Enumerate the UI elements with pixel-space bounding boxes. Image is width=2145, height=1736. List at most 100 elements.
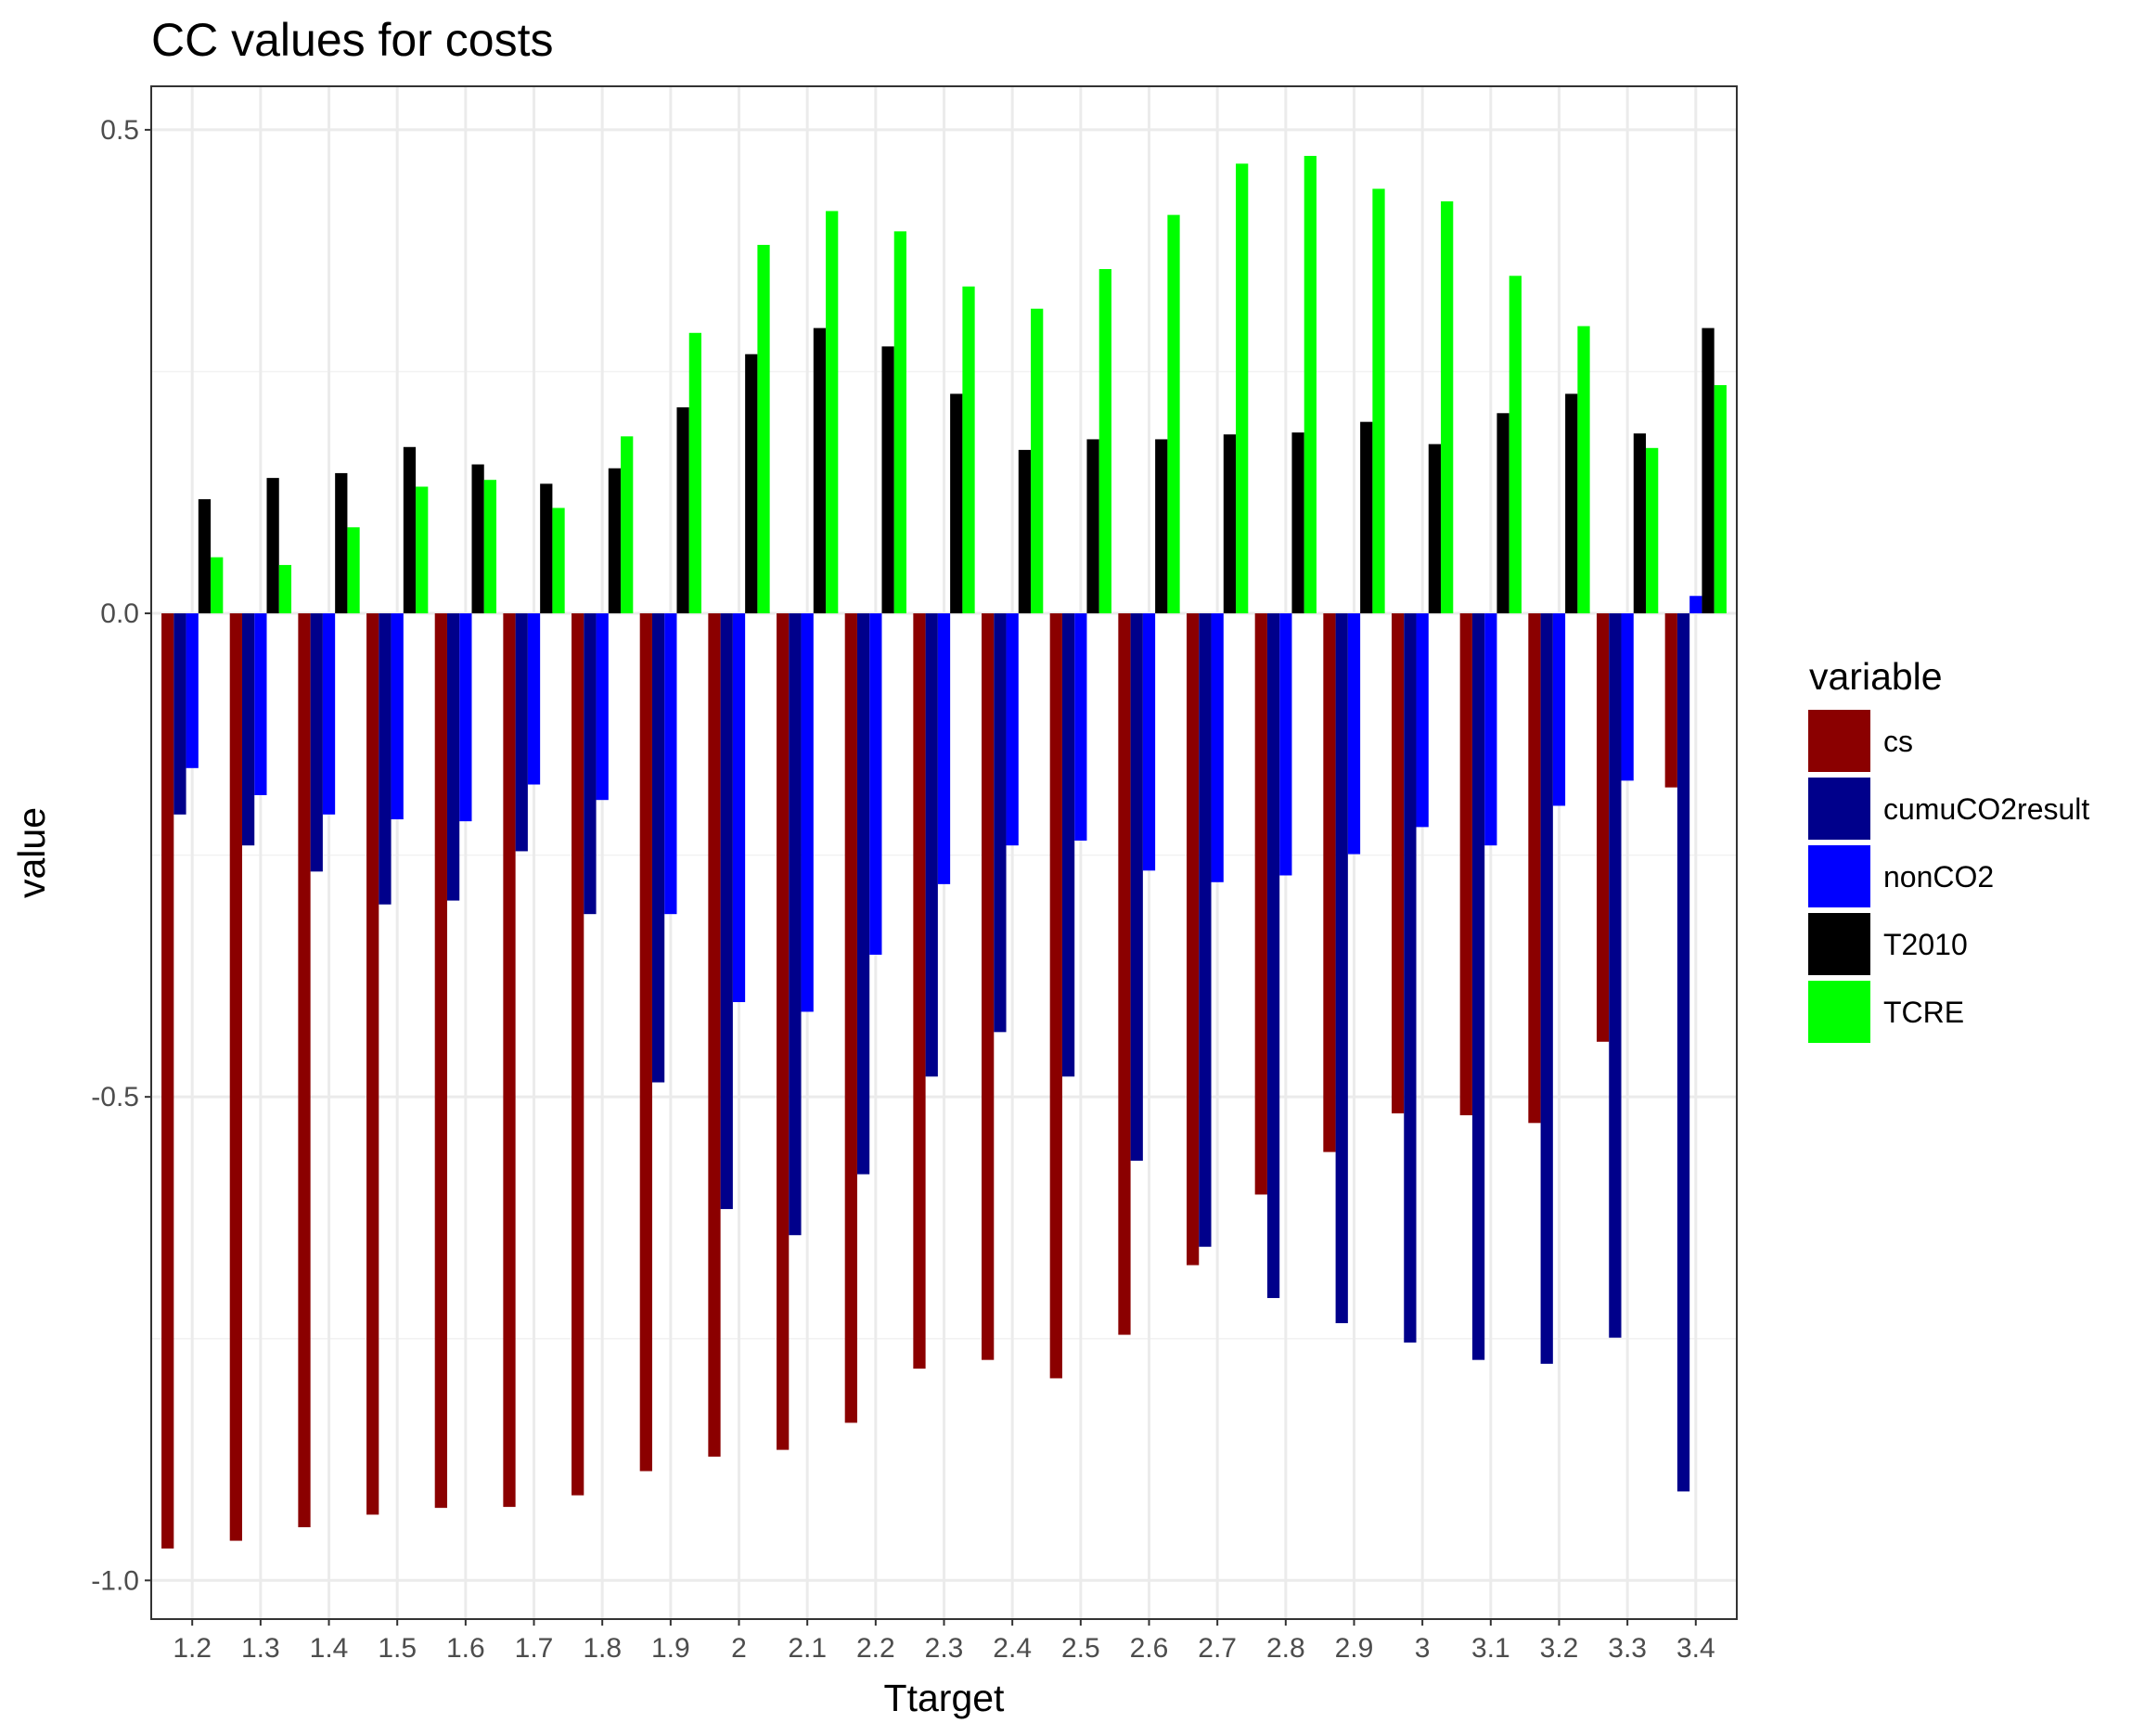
bar-TCRE-1.4 — [347, 527, 360, 614]
bar-nonCO2-3 — [1416, 613, 1429, 828]
bar-cs-2.2 — [844, 613, 857, 1423]
y-tick-label: 0.5 — [100, 115, 139, 146]
bar-T2010-2.8 — [1291, 432, 1304, 614]
legend-label-T2010: T2010 — [1883, 928, 1968, 961]
bar-nonCO2-1.9 — [664, 613, 677, 915]
bar-TCRE-1.7 — [552, 508, 565, 614]
x-tick-label: 1.4 — [310, 1633, 349, 1664]
bar-T2010-1.8 — [608, 468, 622, 614]
x-tick-label: 3 — [1415, 1633, 1431, 1664]
legend: variable cs cumuCO2result nonCO2 T2010 TCRE — [1808, 655, 2089, 1043]
bar-TCRE-1.5 — [416, 486, 429, 614]
bar-T2010-2.7 — [1223, 434, 1237, 614]
bar-cumuCO2result-2 — [720, 613, 733, 1210]
bar-TCRE-1.3 — [278, 564, 292, 614]
x-axis-title: Ttarget — [884, 1677, 1005, 1719]
bar-TCRE-2.3 — [962, 286, 975, 614]
y-tick-label: -1.0 — [91, 1565, 139, 1596]
bar-TCRE-2.5 — [1098, 268, 1111, 614]
legend-key-cs — [1808, 710, 1870, 772]
x-tick-label: 1.7 — [515, 1633, 554, 1664]
bar-T2010-2.6 — [1155, 439, 1168, 614]
bar-T2010-2.1 — [813, 328, 827, 614]
x-tick-label: 2.7 — [1198, 1633, 1237, 1664]
x-tick-label: 2.5 — [1061, 1633, 1100, 1664]
bar-nonCO2-2.9 — [1347, 613, 1361, 855]
bar-cumuCO2result-1.7 — [515, 613, 528, 852]
bar-nonCO2-2.3 — [937, 613, 951, 884]
bar-cs-3.3 — [1596, 613, 1610, 1042]
bar-T2010-3.2 — [1565, 393, 1578, 614]
x-tick-label: 2.3 — [925, 1633, 964, 1664]
x-tick-label: 2.1 — [788, 1633, 827, 1664]
bar-nonCO2-2.5 — [1074, 613, 1087, 841]
x-tick-label: 1.8 — [583, 1633, 622, 1664]
bar-cs-2 — [708, 613, 721, 1457]
chart-title: CC values for costs — [151, 14, 553, 66]
bar-T2010-2.9 — [1360, 421, 1373, 614]
bar-cumuCO2result-3.4 — [1676, 613, 1690, 1492]
bar-cs-2.3 — [913, 613, 926, 1370]
bar-T2010-1.3 — [266, 478, 279, 614]
bar-T2010-1.5 — [403, 446, 417, 614]
bar-T2010-3.4 — [1702, 328, 1715, 614]
bar-cs-3.4 — [1664, 613, 1677, 788]
bar-T2010-3 — [1428, 444, 1442, 614]
bar-TCRE-2.7 — [1236, 163, 1249, 614]
x-tick-label: 1.9 — [651, 1633, 690, 1664]
bar-nonCO2-2.7 — [1211, 613, 1224, 882]
legend-key-nonCO2 — [1808, 845, 1870, 907]
bar-TCRE-3.2 — [1577, 326, 1590, 614]
bar-TCRE-2.4 — [1031, 308, 1044, 614]
bar-nonCO2-2 — [732, 613, 746, 1003]
x-tick-label: 1.5 — [378, 1633, 417, 1664]
bar-TCRE-2 — [757, 244, 770, 614]
legend-label-cumuCO2result: cumuCO2result — [1883, 792, 2089, 826]
bar-T2010-2 — [745, 354, 758, 614]
bar-cumuCO2result-2.9 — [1335, 613, 1348, 1324]
bar-cumuCO2result-1.6 — [446, 613, 460, 901]
y-tick-label: -0.5 — [91, 1082, 139, 1112]
bar-nonCO2-1.4 — [322, 613, 336, 815]
bar-nonCO2-2.6 — [1142, 613, 1156, 871]
bar-cs-1.8 — [572, 613, 584, 1496]
x-tick-label: 2.4 — [993, 1633, 1032, 1664]
bar-cs-1.4 — [298, 613, 311, 1527]
bar-cumuCO2result-1.3 — [241, 613, 255, 846]
bar-nonCO2-1.7 — [527, 613, 541, 785]
x-tick-label: 3.1 — [1471, 1633, 1510, 1664]
bar-nonCO2-2.4 — [1006, 613, 1019, 846]
bar-TCRE-1.9 — [688, 332, 701, 614]
legend-key-T2010 — [1808, 913, 1870, 975]
bar-nonCO2-2.8 — [1279, 613, 1292, 876]
bar-cs-2.7 — [1187, 613, 1200, 1266]
bar-cs-1.2 — [161, 613, 174, 1549]
x-tick-label: 2 — [731, 1633, 747, 1664]
bar-T2010-1.7 — [540, 483, 553, 614]
bar-TCRE-3.4 — [1714, 385, 1727, 614]
legend-key-cumuCO2result — [1808, 778, 1870, 840]
bar-cumuCO2result-2.2 — [856, 613, 870, 1175]
x-tick-label: 1.3 — [241, 1633, 280, 1664]
bar-TCRE-3 — [1441, 201, 1454, 614]
bar-T2010-1.6 — [471, 464, 484, 614]
bar-TCRE-2.8 — [1304, 156, 1317, 614]
bar-cs-2.1 — [777, 613, 790, 1450]
bar-cs-1.3 — [229, 613, 242, 1541]
bar-nonCO2-2.2 — [869, 613, 882, 955]
bar-T2010-2.2 — [881, 346, 894, 614]
y-axis-title: value — [10, 807, 53, 898]
bar-cs-2.5 — [1049, 613, 1062, 1379]
bar-cs-3.2 — [1528, 613, 1541, 1124]
bar-cumuCO2result-1.9 — [651, 613, 665, 1083]
x-tick-label: 3.4 — [1676, 1633, 1715, 1664]
bar-TCRE-1.8 — [621, 436, 634, 614]
bar-T2010-2.5 — [1086, 439, 1099, 614]
bar-cs-2.4 — [982, 613, 995, 1360]
bar-TCRE-3.3 — [1646, 447, 1659, 614]
x-tick-label: 2.8 — [1266, 1633, 1305, 1664]
bar-cs-2.8 — [1254, 613, 1267, 1195]
bar-cs-3 — [1391, 613, 1405, 1113]
bar-cumuCO2result-1.2 — [173, 613, 186, 815]
